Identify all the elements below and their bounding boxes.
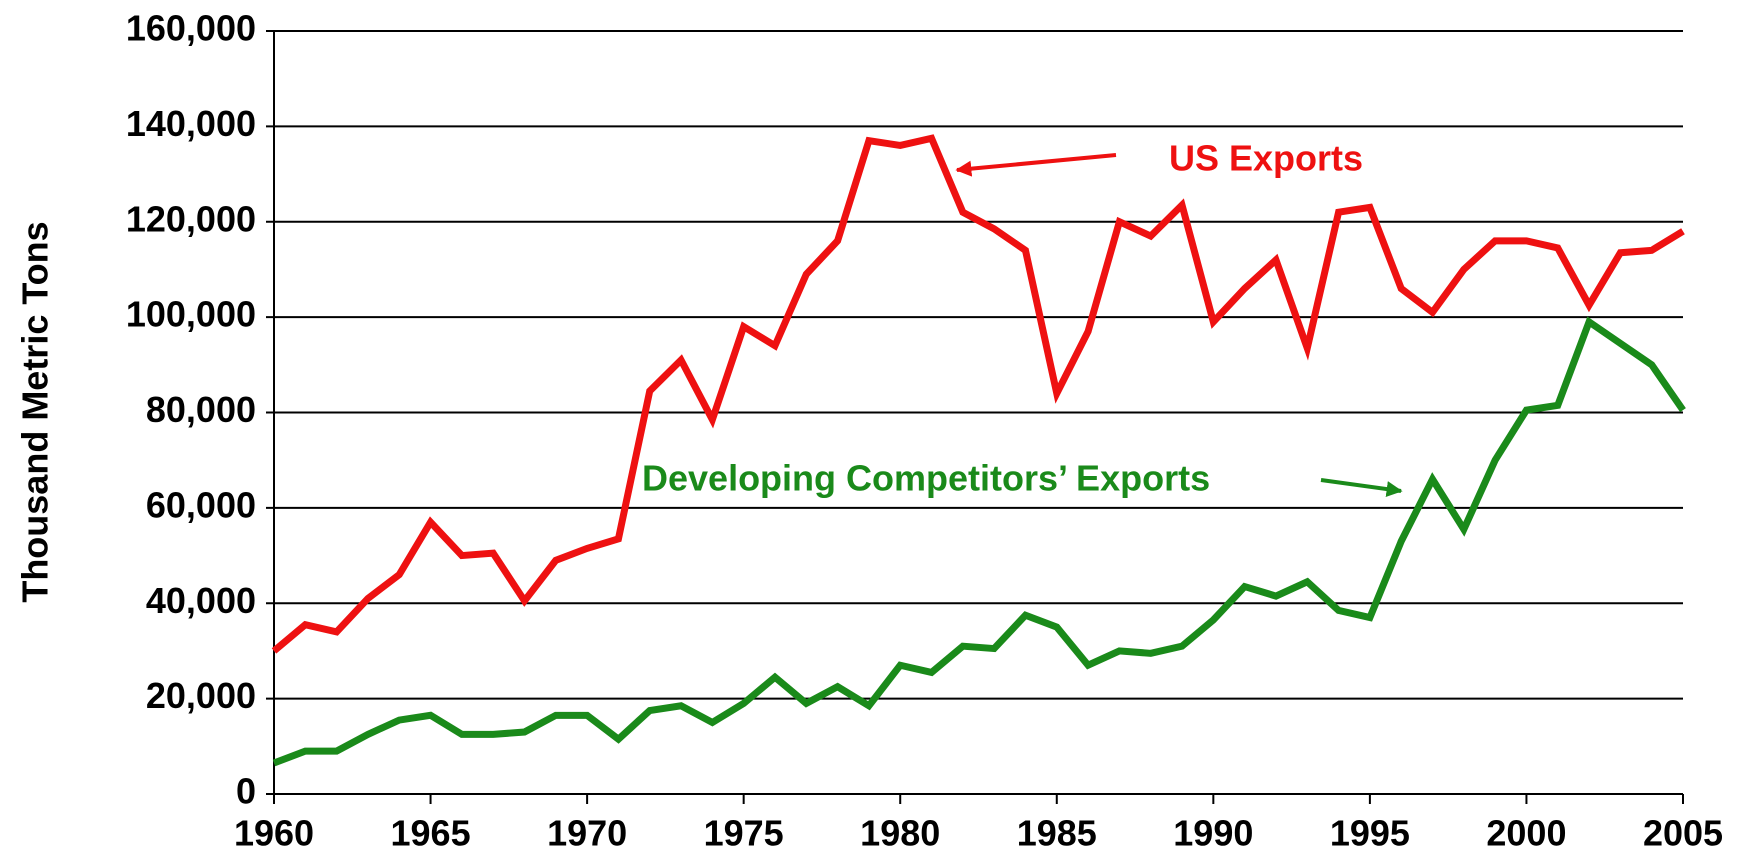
- x-tick-label: 1995: [1330, 813, 1410, 854]
- x-tick-label: 1985: [1017, 813, 1097, 854]
- series-line: [271, 134, 1685, 654]
- y-tick-label: 100,000: [126, 294, 256, 335]
- annotation-arrow: [1320, 478, 1403, 497]
- x-tick-label: 1980: [860, 813, 940, 854]
- y-tick-label: 20,000: [146, 675, 256, 716]
- y-tick-label: 160,000: [126, 8, 256, 49]
- y-tick-label: 140,000: [126, 103, 256, 144]
- x-tick-label: 1960: [234, 813, 314, 854]
- y-tick-label: 0: [236, 771, 256, 812]
- y-tick-label: 60,000: [146, 484, 256, 525]
- x-tick-label: 1965: [391, 813, 471, 854]
- annotation-arrow: [955, 153, 1117, 177]
- y-tick-label: 40,000: [146, 580, 256, 621]
- x-tick-label: 1975: [704, 813, 784, 854]
- x-tick-label: 1970: [547, 813, 627, 854]
- series-annotation: US Exports: [1169, 138, 1363, 179]
- series-line: [272, 316, 1686, 767]
- x-tick-label: 2005: [1643, 813, 1723, 854]
- x-tick-label: 1990: [1173, 813, 1253, 854]
- series-annotation: Developing Competitors’ Exports: [642, 458, 1210, 499]
- x-tick-label: 2000: [1486, 813, 1566, 854]
- y-tick-label: 120,000: [126, 198, 256, 239]
- y-tick-label: 80,000: [146, 389, 256, 430]
- y-axis-label: Thousand Metric Tons: [15, 221, 56, 602]
